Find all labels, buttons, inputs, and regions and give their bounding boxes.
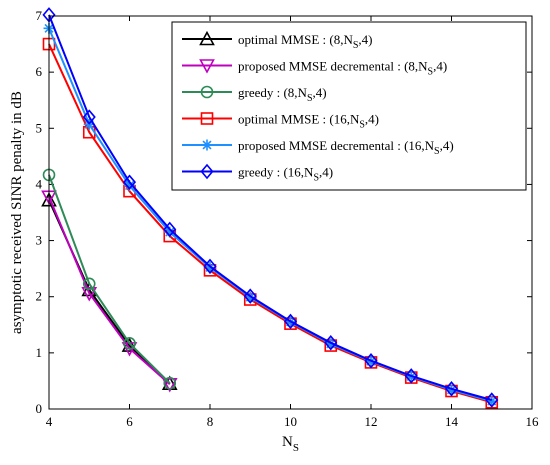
y-axis-label: asymptotic received SINR penalty in dB bbox=[9, 91, 25, 334]
data-point bbox=[486, 395, 498, 407]
x-tick-label: 4 bbox=[46, 414, 53, 429]
legend-marker bbox=[200, 163, 214, 180]
y-tick-label: 2 bbox=[36, 289, 43, 304]
data-point bbox=[124, 180, 135, 192]
data-point bbox=[161, 377, 178, 393]
data-point bbox=[123, 337, 136, 350]
data-point bbox=[82, 109, 96, 125]
data-point bbox=[283, 313, 298, 330]
data-point bbox=[485, 392, 499, 408]
data-point bbox=[163, 221, 177, 238]
y-tick-label: 5 bbox=[36, 120, 43, 135]
legend-label: optimal MMSE : (8,NS,4) bbox=[238, 32, 373, 51]
data-point bbox=[122, 174, 137, 190]
data-point bbox=[446, 384, 457, 396]
legend-marker bbox=[200, 112, 214, 125]
legend-label: optimal MMSE : (16,NS,4) bbox=[238, 112, 379, 131]
data-point bbox=[325, 338, 337, 350]
data-point bbox=[404, 368, 418, 384]
legend-marker bbox=[200, 85, 214, 99]
series-group bbox=[41, 7, 499, 409]
data-point bbox=[163, 376, 177, 390]
series-line bbox=[48, 174, 171, 384]
legend: optimal MMSE : (8,NS,4) proposed MMSE dec… bbox=[171, 21, 527, 191]
y-tick-label: 0 bbox=[36, 401, 43, 416]
data-point bbox=[203, 258, 217, 275]
series-line bbox=[48, 196, 171, 386]
y-tick-label: 4 bbox=[36, 176, 43, 191]
legend-marker bbox=[199, 30, 215, 46]
x-tick-label: 8 bbox=[207, 414, 214, 429]
series-line bbox=[48, 14, 493, 401]
data-point bbox=[82, 277, 96, 291]
data-point bbox=[81, 287, 98, 302]
series-line bbox=[48, 43, 493, 404]
data-point bbox=[243, 288, 257, 304]
legend-label: proposed MMSE decremental : (8,NS,4) bbox=[238, 59, 447, 78]
legend-box bbox=[171, 21, 527, 191]
y-tick-label: 7 bbox=[36, 8, 43, 23]
y-tick-label: 6 bbox=[36, 64, 43, 79]
plot-frame bbox=[48, 15, 533, 410]
x-tick-label: 6 bbox=[126, 414, 133, 429]
data-point bbox=[324, 335, 338, 351]
legend-marker bbox=[201, 139, 213, 151]
x-tick-label: 14 bbox=[445, 414, 459, 429]
x-tick-label: 10 bbox=[284, 414, 297, 429]
x-axis-label: NS bbox=[282, 434, 299, 454]
x-tick-label: 16 bbox=[526, 414, 540, 429]
legend-label: proposed MMSE decremental : (16,NS,4) bbox=[238, 138, 454, 157]
data-point bbox=[444, 381, 459, 397]
legend-marker bbox=[199, 59, 215, 74]
data-point bbox=[164, 226, 176, 238]
legend-label: greedy : (16,NS,4) bbox=[238, 165, 333, 184]
legend-label: greedy : (8,NS,4) bbox=[238, 85, 327, 104]
x-tick-label: 12 bbox=[365, 414, 378, 429]
y-tick-label: 3 bbox=[36, 233, 43, 248]
data-point bbox=[364, 352, 378, 369]
y-tick-label: 1 bbox=[36, 345, 43, 360]
